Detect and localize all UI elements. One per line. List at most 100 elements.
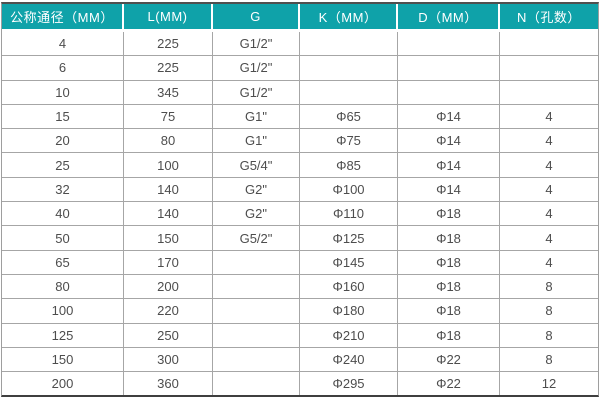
cell-g: G1" <box>213 104 300 130</box>
cell-g <box>213 347 300 373</box>
cell-g: G1/2" <box>213 32 300 57</box>
table-row: 15 75 G1" Φ65 Φ14 4 <box>2 104 598 130</box>
cell-n <box>500 56 598 81</box>
cell-l: 75 <box>124 104 213 130</box>
col-header-k: K（MM） <box>300 4 398 32</box>
cell-d: Φ18 <box>398 202 500 227</box>
table-row: 25 100 G5/4" Φ85 Φ14 4 <box>2 153 598 178</box>
cell-d: Φ18 <box>398 226 500 251</box>
cell-d: Φ22 <box>398 372 500 395</box>
cell-l: 100 <box>124 153 213 178</box>
cell-l: 150 <box>124 226 213 251</box>
cell-dn: 6 <box>2 56 124 81</box>
cell-n: 4 <box>500 202 598 227</box>
cell-g <box>213 323 300 348</box>
table-row: 32 140 G2" Φ100 Φ14 4 <box>2 177 598 203</box>
cell-k <box>300 32 398 57</box>
table-row: 100 220 Φ180 Φ18 8 <box>2 299 598 324</box>
cell-d: Φ18 <box>398 299 500 324</box>
table-row: 40 140 G2" Φ110 Φ18 4 <box>2 202 598 227</box>
cell-l: 170 <box>124 250 213 275</box>
table-row: 10 345 G1/2" <box>2 80 598 105</box>
cell-dn: 32 <box>2 177 124 203</box>
cell-g: G2" <box>213 177 300 203</box>
cell-k: Φ210 <box>300 323 398 348</box>
cell-g <box>213 250 300 275</box>
cell-k: Φ125 <box>300 226 398 251</box>
cell-l: 345 <box>124 80 213 105</box>
cell-dn: 20 <box>2 129 124 154</box>
col-header-d: D（MM） <box>398 4 500 32</box>
table-row: 6 225 G1/2" <box>2 56 598 81</box>
cell-k: Φ240 <box>300 347 398 373</box>
col-header-g: G <box>213 4 300 32</box>
cell-g: G2" <box>213 202 300 227</box>
cell-dn: 150 <box>2 347 124 373</box>
cell-dn: 4 <box>2 32 124 57</box>
cell-d: Φ18 <box>398 250 500 275</box>
cell-g <box>213 274 300 300</box>
cell-dn: 80 <box>2 274 124 300</box>
cell-g: G1/2" <box>213 80 300 105</box>
cell-l: 360 <box>124 372 213 395</box>
cell-n: 4 <box>500 250 598 275</box>
table-row: 65 170 Φ145 Φ18 4 <box>2 250 598 275</box>
cell-k: Φ65 <box>300 104 398 130</box>
cell-l: 200 <box>124 274 213 300</box>
cell-n <box>500 80 598 105</box>
table-row: 200 360 Φ295 Φ22 12 <box>2 372 598 395</box>
table-row: 50 150 G5/2" Φ125 Φ18 4 <box>2 226 598 251</box>
header-row: 公称通径（MM） L(MM) G K（MM） D（MM） N（孔数） <box>2 4 598 32</box>
cell-n: 4 <box>500 226 598 251</box>
cell-l: 140 <box>124 202 213 227</box>
table-row: 4 225 G1/2" <box>2 32 598 57</box>
cell-k: Φ180 <box>300 299 398 324</box>
cell-dn: 10 <box>2 80 124 105</box>
cell-k: Φ295 <box>300 372 398 395</box>
cell-n: 4 <box>500 153 598 178</box>
cell-l: 250 <box>124 323 213 348</box>
cell-dn: 25 <box>2 153 124 178</box>
cell-d <box>398 56 500 81</box>
cell-n: 8 <box>500 323 598 348</box>
cell-n: 12 <box>500 372 598 395</box>
cell-g: G5/4" <box>213 153 300 178</box>
cell-n: 8 <box>500 299 598 324</box>
cell-d: Φ14 <box>398 153 500 178</box>
cell-k: Φ145 <box>300 250 398 275</box>
table-row: 80 200 Φ160 Φ18 8 <box>2 274 598 300</box>
cell-g: G5/2" <box>213 226 300 251</box>
cell-l: 80 <box>124 129 213 154</box>
cell-dn: 125 <box>2 323 124 348</box>
cell-d: Φ14 <box>398 104 500 130</box>
cell-d <box>398 80 500 105</box>
cell-k <box>300 80 398 105</box>
cell-k: Φ100 <box>300 177 398 203</box>
dimension-spec-table: 公称通径（MM） L(MM) G K（MM） D（MM） N（孔数） 4 225… <box>2 4 598 395</box>
cell-d: Φ18 <box>398 274 500 300</box>
col-header-nominal-diameter: 公称通径（MM） <box>2 4 124 32</box>
cell-k: Φ110 <box>300 202 398 227</box>
table-row: 20 80 G1" Φ75 Φ14 4 <box>2 129 598 154</box>
cell-dn: 40 <box>2 202 124 227</box>
cell-l: 220 <box>124 299 213 324</box>
cell-l: 140 <box>124 177 213 203</box>
cell-n: 4 <box>500 104 598 130</box>
cell-l: 225 <box>124 32 213 57</box>
cell-dn: 15 <box>2 104 124 130</box>
cell-dn: 200 <box>2 372 124 395</box>
cell-n: 8 <box>500 274 598 300</box>
cell-g: G1/2" <box>213 56 300 81</box>
cell-g <box>213 299 300 324</box>
table-row: 125 250 Φ210 Φ18 8 <box>2 323 598 348</box>
cell-n: 8 <box>500 347 598 373</box>
cell-n: 4 <box>500 177 598 203</box>
cell-k: Φ75 <box>300 129 398 154</box>
cell-d: Φ18 <box>398 323 500 348</box>
cell-k: Φ160 <box>300 274 398 300</box>
col-header-n-holes: N（孔数） <box>500 4 598 32</box>
cell-k <box>300 56 398 81</box>
cell-dn: 65 <box>2 250 124 275</box>
cell-g <box>213 372 300 395</box>
cell-k: Φ85 <box>300 153 398 178</box>
